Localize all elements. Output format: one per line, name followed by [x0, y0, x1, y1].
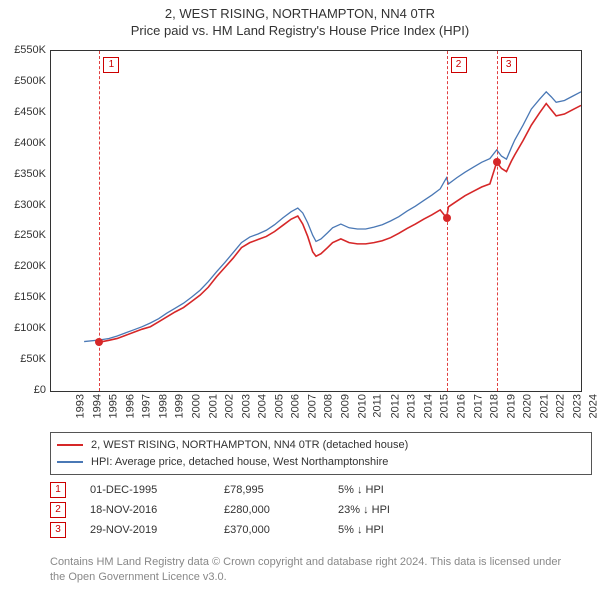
legend-label: HPI: Average price, detached house, West…	[91, 454, 388, 471]
y-tick-label: £450K	[0, 106, 46, 118]
legend-row: 2, WEST RISING, NORTHAMPTON, NN4 0TR (de…	[57, 437, 585, 454]
x-tick-label: 1995	[108, 394, 120, 418]
x-tick-label: 2012	[389, 394, 401, 418]
sale-dot	[493, 158, 501, 166]
x-tick-label: 2011	[372, 394, 384, 418]
title-address: 2, WEST RISING, NORTHAMPTON, NN4 0TR	[0, 6, 600, 21]
legend-row: HPI: Average price, detached house, West…	[57, 454, 585, 471]
y-tick-label: £400K	[0, 137, 46, 149]
y-tick-label: £100K	[0, 322, 46, 334]
x-tick-label: 2023	[571, 394, 583, 418]
x-tick-label: 2003	[240, 394, 252, 418]
legend: 2, WEST RISING, NORTHAMPTON, NN4 0TR (de…	[50, 432, 592, 475]
x-tick-label: 2002	[224, 394, 236, 418]
sales-row-marker: 2	[50, 502, 66, 518]
sales-row-marker: 1	[50, 482, 66, 498]
x-tick-label: 2017	[472, 394, 484, 418]
x-tick-label: 2022	[555, 394, 567, 418]
x-tick-label: 2001	[207, 394, 219, 418]
y-tick-label: £550K	[0, 44, 46, 56]
sales-row-delta: 5% ↓ HPI	[338, 484, 448, 496]
chart-container: 2, WEST RISING, NORTHAMPTON, NN4 0TR Pri…	[0, 0, 600, 590]
sales-row-delta: 23% ↓ HPI	[338, 504, 448, 516]
x-tick-label: 2018	[489, 394, 501, 418]
x-tick-label: 2015	[439, 394, 451, 418]
sales-row-date: 18-NOV-2016	[90, 504, 200, 516]
x-tick-label: 2005	[273, 394, 285, 418]
x-tick-label: 2021	[538, 394, 550, 418]
legend-swatch	[57, 461, 83, 463]
legend-swatch	[57, 444, 83, 446]
x-tick-label: 2009	[339, 394, 351, 418]
y-tick-label: £0	[0, 384, 46, 396]
sale-marker-box: 1	[103, 57, 119, 73]
x-tick-label: 2016	[455, 394, 467, 418]
sales-row: 3 29-NOV-2019 £370,000 5% ↓ HPI	[50, 520, 448, 540]
sales-row-delta: 5% ↓ HPI	[338, 524, 448, 536]
y-tick-label: £300K	[0, 199, 46, 211]
sales-row-marker: 3	[50, 522, 66, 538]
x-tick-label: 1998	[157, 394, 169, 418]
sales-row-price: £78,995	[224, 484, 314, 496]
x-tick-label: 1997	[141, 394, 153, 418]
x-tick-label: 2020	[522, 394, 534, 418]
attribution: Contains HM Land Registry data © Crown c…	[50, 555, 570, 584]
x-tick-label: 2010	[356, 394, 368, 418]
x-tick-label: 2013	[406, 394, 418, 418]
line-chart: 1 2 3	[50, 50, 582, 392]
sales-table: 1 01-DEC-1995 £78,995 5% ↓ HPI 2 18-NOV-2016 £…	[50, 480, 448, 540]
x-tick-label: 2004	[257, 394, 269, 418]
x-tick-label: 2019	[505, 394, 517, 418]
sale-vertical-line	[497, 51, 498, 391]
x-tick-label: 1996	[124, 394, 136, 418]
legend-label: 2, WEST RISING, NORTHAMPTON, NN4 0TR (de…	[91, 437, 408, 454]
sales-row-price: £370,000	[224, 524, 314, 536]
sales-row-date: 01-DEC-1995	[90, 484, 200, 496]
x-tick-label: 1994	[91, 394, 103, 418]
titles: 2, WEST RISING, NORTHAMPTON, NN4 0TR Pri…	[0, 0, 600, 38]
x-tick-label: 1993	[74, 394, 86, 418]
plot-svg	[51, 51, 581, 391]
x-tick-label: 2007	[306, 394, 318, 418]
series-hpi	[84, 92, 581, 342]
x-tick-label: 2000	[190, 394, 202, 418]
sale-marker-box: 3	[501, 57, 517, 73]
sales-row-date: 29-NOV-2019	[90, 524, 200, 536]
y-tick-label: £200K	[0, 260, 46, 272]
sales-row: 1 01-DEC-1995 £78,995 5% ↓ HPI	[50, 480, 448, 500]
sales-row: 2 18-NOV-2016 £280,000 23% ↓ HPI	[50, 500, 448, 520]
series-price_paid	[99, 104, 581, 343]
y-tick-label: £150K	[0, 291, 46, 303]
x-tick-label: 2006	[290, 394, 302, 418]
y-tick-label: £50K	[0, 353, 46, 365]
y-tick-label: £500K	[0, 75, 46, 87]
sales-row-price: £280,000	[224, 504, 314, 516]
sale-marker-box: 2	[451, 57, 467, 73]
x-tick-label: 1999	[174, 394, 186, 418]
title-subtitle: Price paid vs. HM Land Registry's House …	[0, 23, 600, 38]
x-tick-label: 2008	[323, 394, 335, 418]
x-tick-label: 2024	[588, 394, 600, 418]
sale-dot	[95, 338, 103, 346]
x-tick-label: 2014	[422, 394, 434, 418]
y-tick-label: £250K	[0, 229, 46, 241]
sale-dot	[443, 214, 451, 222]
y-tick-label: £350K	[0, 168, 46, 180]
